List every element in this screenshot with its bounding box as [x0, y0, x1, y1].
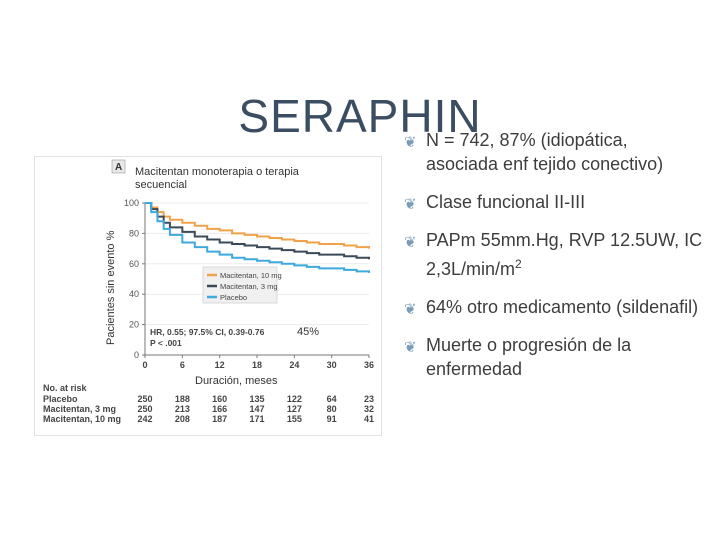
x-tick-label: 6	[180, 360, 185, 370]
x-tick-label: 30	[327, 360, 337, 370]
y-axis-label: Pacientes sin evento %	[105, 230, 117, 345]
km-chart: 0 20 40 60 80 100 0 6 12 18 24 30 36 Macitentan, 10 …	[43, 159, 374, 424]
bullet-text: PAPm 55mm.Hg, RVP 12.5UW, IC 2,3L/min/m	[426, 230, 703, 279]
risk-cell: 187	[212, 414, 227, 424]
bullet-text: Muerte o progresión de la enfermedad	[426, 335, 632, 379]
risk-cell: 80	[327, 404, 337, 414]
y-tick-label: 60	[129, 259, 139, 269]
p-value-text: P < .001	[150, 338, 182, 348]
risk-cell: 171	[249, 414, 264, 424]
annotation-45pct: 45%	[297, 326, 319, 338]
risk-cell: 208	[175, 414, 190, 424]
hazard-ratio-text: HR, 0.55; 97.5% CI, 0.39-0.76	[150, 327, 265, 337]
risk-cell: 160	[212, 394, 227, 404]
bullet-text: Clase funcional II-III	[426, 192, 586, 212]
x-tick-label: 24	[289, 360, 299, 370]
feather-leaf-icon: ❦	[404, 196, 417, 213]
risk-cell: 135	[249, 394, 264, 404]
risk-row-label: Macitentan, 10 mg	[43, 414, 121, 424]
bullet-text: 64% otro medicamento (sildenafil)	[426, 297, 699, 317]
y-tick-label: 0	[134, 350, 139, 360]
risk-cell: 23	[364, 394, 374, 404]
x-tick-label: 36	[364, 360, 374, 370]
risk-cell: 188	[175, 394, 190, 404]
y-tick-label: 40	[129, 289, 139, 299]
risk-cell: 166	[212, 404, 227, 414]
feather-leaf-icon: ❦	[404, 134, 417, 151]
risk-row-label: Placebo	[43, 394, 78, 404]
x-axis-label: Duración, meses	[195, 375, 278, 387]
feather-leaf-icon: ❦	[404, 339, 417, 356]
y-tick-label: 100	[124, 198, 139, 208]
y-tick-label: 80	[129, 228, 139, 238]
risk-cell: 41	[364, 414, 374, 424]
x-tick-label: 18	[252, 360, 262, 370]
risk-cell: 127	[287, 404, 302, 414]
bullet-item: ❦ Muerte o progresión de la enfermedad	[404, 333, 704, 381]
bullet-item: ❦ 64% otro medicamento (sildenafil)	[404, 295, 704, 319]
risk-cell: 242	[137, 414, 152, 424]
risk-cell: 155	[287, 414, 302, 424]
risk-cell: 147	[249, 404, 264, 414]
chart-subtitle-line2: secuencial	[135, 179, 187, 191]
risk-cell: 32	[364, 404, 374, 414]
bullet-item: ❦ N = 742, 87% (idiopática, asociada enf …	[404, 128, 704, 176]
risk-cell: 91	[327, 414, 337, 424]
panel-letter-box	[111, 159, 126, 174]
risk-cell: 213	[175, 404, 190, 414]
y-tick-label: 20	[129, 320, 139, 330]
series-line	[145, 202, 370, 260]
risk-cell: 250	[137, 394, 152, 404]
risk-cell: 250	[137, 404, 152, 414]
risk-row-label: Macitentan, 3 mg	[43, 404, 116, 414]
legend-label: Macitentan, 3 mg	[220, 282, 278, 291]
legend-label: Placebo	[220, 293, 247, 302]
feather-leaf-icon: ❦	[404, 301, 417, 318]
slide-title: SERAPHIN	[238, 89, 482, 142]
risk-cell: 122	[287, 394, 302, 404]
legend-label: Macitentan, 10 mg	[220, 271, 282, 280]
series-line	[145, 202, 370, 273]
x-tick-label: 12	[215, 360, 225, 370]
chart-subtitle-line1: Macitentan monoterapia o terapia	[135, 166, 300, 178]
x-tick-label: 0	[142, 360, 147, 370]
risk-table-header: No. at risk	[43, 383, 88, 393]
bullet-text: N = 742, 87% (idiopática, asociada enf t…	[426, 130, 664, 174]
series-line	[145, 202, 370, 249]
bullet-list: ❦ N = 742, 87% (idiopática, asociada enf …	[404, 128, 704, 395]
risk-cell: 64	[327, 394, 337, 404]
feather-leaf-icon: ❦	[404, 234, 417, 251]
km-figure: 0 20 40 60 80 100 0 6 12 18 24 30 36 Macitentan, 10 …	[34, 156, 382, 436]
bullet-item: ❦ PAPm 55mm.Hg, RVP 12.5UW, IC 2,3L/min/m…	[404, 228, 704, 281]
panel-letter: A	[115, 162, 122, 173]
bullet-superscript: 2	[515, 257, 522, 271]
bullet-item: ❦ Clase funcional II-III	[404, 190, 704, 214]
